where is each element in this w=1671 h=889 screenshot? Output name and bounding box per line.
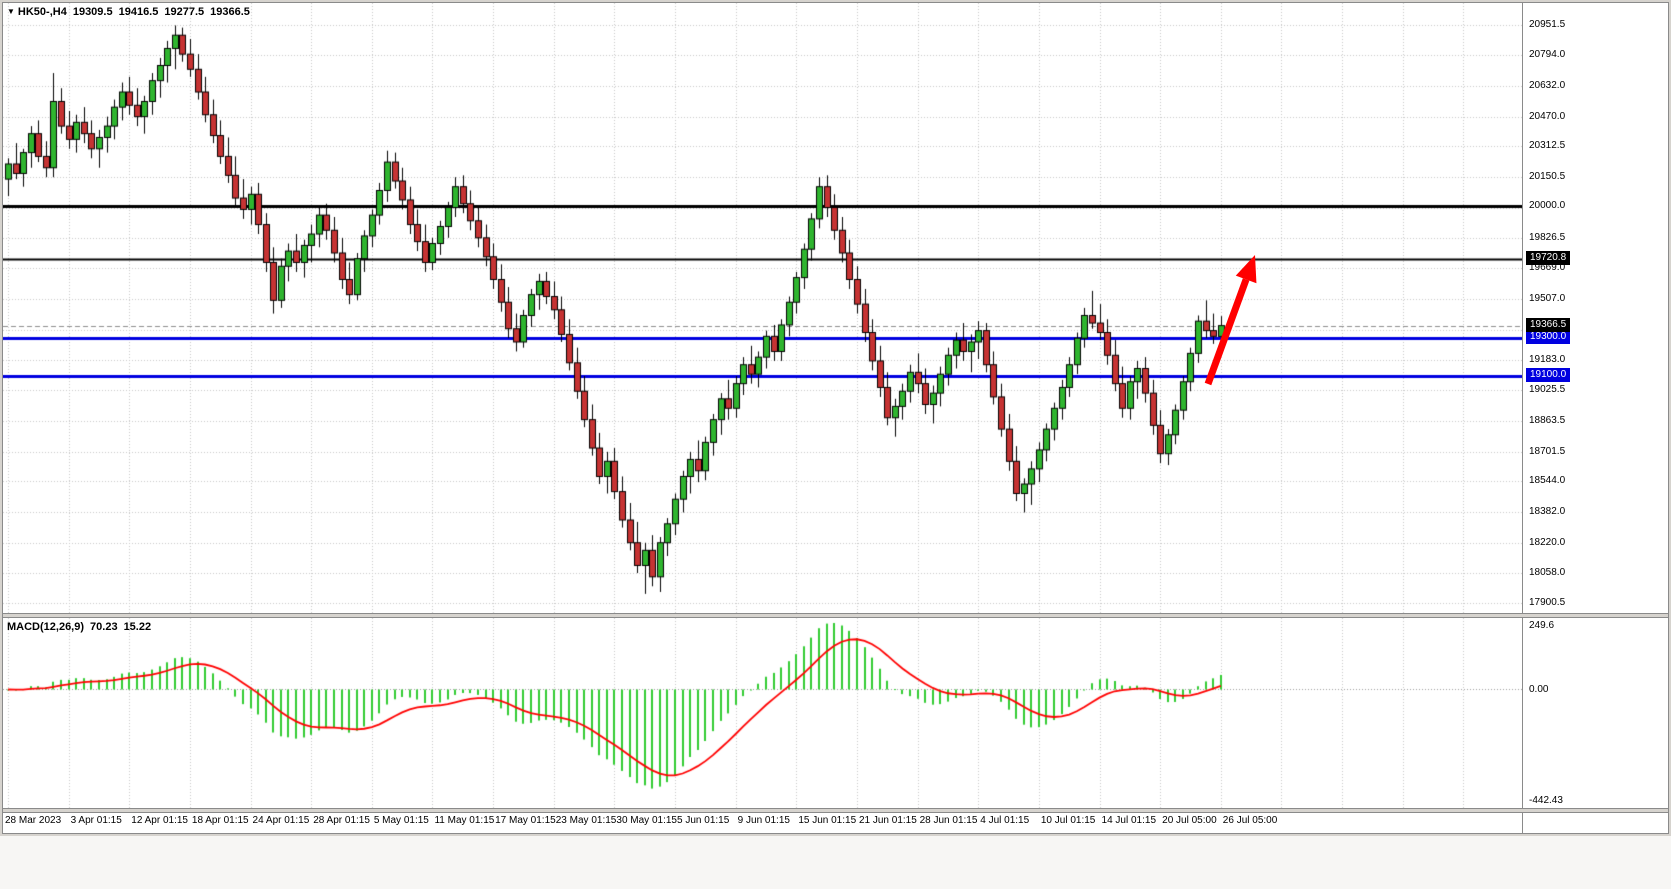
main-chart[interactable]: [3, 3, 1522, 613]
macd-canvas[interactable]: [3, 618, 1522, 808]
macd-timeaxis-separator[interactable]: [3, 808, 1668, 813]
time-label: 24 Apr 01:15: [252, 815, 310, 826]
time-label: 3 Apr 01:15: [70, 815, 122, 826]
time-label: 17 May 01:15: [495, 815, 556, 826]
price-tick: 20951.5: [1529, 19, 1566, 31]
bottom-margin: [0, 836, 1671, 889]
time-label: 14 Jul 01:15: [1101, 815, 1157, 826]
macd-header: MACD(12,26,9) 70.23 15.22: [7, 621, 157, 633]
price-tick: 19183.0: [1529, 354, 1566, 366]
time-label: 4 Jul 01:15: [980, 815, 1030, 826]
macd-axis-min: -442.43: [1529, 795, 1563, 806]
time-label: 9 Jun 01:15: [737, 815, 790, 826]
time-axis[interactable]: 28 Mar 2023 3 Apr 01:15 12 Apr 01:15 18 Apr…: [3, 813, 1668, 833]
price-tick: 20312.5: [1529, 140, 1566, 152]
time-label: 28 Apr 01:15: [313, 815, 370, 826]
macd-panel[interactable]: [3, 618, 1522, 808]
price-tick: 18544.0: [1529, 475, 1566, 487]
time-label: 28 Mar 2023: [5, 815, 62, 826]
time-label: 11 May 01:15: [434, 815, 495, 826]
price-tick: 19669.0: [1529, 262, 1566, 274]
price-tick: 18220.0: [1529, 536, 1566, 548]
time-label: 21 Jun 01:15: [858, 815, 917, 826]
ohlc-header: ▼ HK50-,H4 19309.5 19416.5 19277.5 19366.5: [7, 6, 256, 18]
time-label: 10 Jul 01:15: [1040, 815, 1096, 826]
high-value: 19416.5: [118, 6, 159, 18]
open-value: 19309.5: [72, 6, 113, 18]
time-label: 12 Apr 01:15: [131, 815, 188, 826]
time-label: 5 Jun 01:15: [677, 815, 730, 826]
time-label: 20 Jul 05:00: [1162, 815, 1217, 826]
price-axis[interactable]: 20951.5 20794.0 20632.0 20470.0 20312.5 20150…: [1522, 3, 1668, 833]
time-label: 18 Apr 01:15: [191, 815, 249, 826]
price-tick: 20632.0: [1529, 79, 1566, 91]
chart-window: ▼ HK50-,H4 19309.5 19416.5 19277.5 19366.5 MA…: [2, 2, 1669, 834]
price-tick: 18058.0: [1529, 567, 1566, 579]
price-level-badge: 19300.0: [1526, 330, 1571, 345]
price-level-badge: 19100.0: [1526, 368, 1571, 383]
price-level-badge: 19720.8: [1526, 250, 1571, 265]
time-label: 5 May 01:15: [373, 815, 429, 826]
price-tick: 17900.5: [1529, 597, 1566, 609]
low-value: 19277.5: [164, 6, 205, 18]
time-label: 15 Jun 01:15: [798, 815, 857, 826]
symbol-period-label: HK50-,H4: [17, 6, 67, 18]
price-tick: 20794.0: [1529, 49, 1566, 61]
price-tick: 19507.0: [1529, 293, 1566, 304]
chart-macd-separator[interactable]: [3, 613, 1668, 618]
price-tick: 19826.5: [1529, 232, 1566, 244]
time-label: 30 May 01:15: [616, 815, 677, 826]
time-label: 23 May 01:15: [555, 815, 617, 826]
macd-axis-max: 249.6: [1529, 620, 1555, 631]
price-level-tick: 20000.0: [1529, 199, 1566, 211]
price-tick: 18863.5: [1529, 414, 1566, 426]
chart-dropdown-icon[interactable]: ▼: [7, 7, 15, 16]
price-tick: 19025.5: [1529, 384, 1566, 396]
price-tick: 20150.5: [1529, 171, 1566, 183]
candlestick-canvas[interactable]: [3, 3, 1522, 613]
price-tick: 18382.0: [1529, 506, 1566, 518]
price-tick: 20470.0: [1529, 110, 1566, 122]
current-price-badge: 19366.5: [1526, 317, 1571, 332]
macd-main-value: 70.23: [90, 621, 118, 633]
macd-signal-value: 15.22: [123, 621, 152, 633]
price-tick: 18701.5: [1529, 445, 1566, 457]
time-label: 26 Jul 05:00: [1222, 815, 1278, 826]
macd-axis-zero: 0.00: [1529, 683, 1549, 695]
close-value: 19366.5: [210, 6, 250, 18]
time-label: 28 Jun 01:15: [919, 815, 978, 826]
macd-name-label: MACD(12,26,9): [7, 621, 85, 633]
